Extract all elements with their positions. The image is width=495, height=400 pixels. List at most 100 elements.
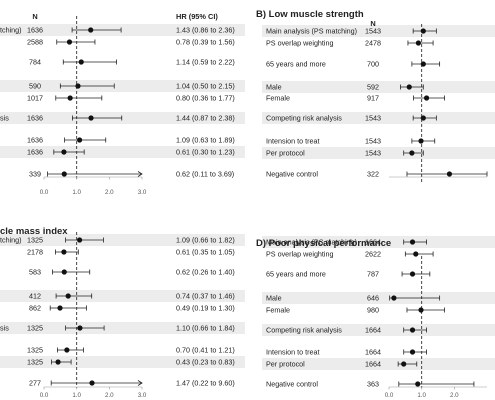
hr-point xyxy=(61,149,67,155)
row-n: 784 xyxy=(29,58,41,67)
hr-point xyxy=(61,269,67,275)
panel-title: D) Poor physical performance xyxy=(256,238,391,249)
row-n: 1636 xyxy=(27,26,43,35)
x-tick-label: 3.0 xyxy=(138,392,147,399)
hr-point xyxy=(446,171,453,177)
row-band xyxy=(262,292,495,304)
row-band xyxy=(0,146,245,158)
row-label: Intension to treat xyxy=(266,348,320,357)
hr-point xyxy=(77,237,83,243)
row-n: 2478 xyxy=(365,39,381,48)
row-n: 1636 xyxy=(27,148,43,157)
row-hr-text: 1.44 (0.87 to 2.38) xyxy=(176,114,235,123)
hr-point xyxy=(89,380,95,386)
row-n: 590 xyxy=(29,82,41,91)
hr-point xyxy=(57,305,63,311)
hr-point xyxy=(88,115,94,121)
row-n: 1636 xyxy=(27,136,43,145)
hr-point xyxy=(67,95,73,101)
row-band xyxy=(262,324,495,336)
row-band xyxy=(262,81,495,93)
row-n: 1543 xyxy=(365,137,381,146)
row-band xyxy=(0,322,245,334)
row-n: 322 xyxy=(367,170,379,179)
hr-point xyxy=(64,347,70,353)
row-hr-text: 0.70 (0.41 to 1.21) xyxy=(176,346,235,355)
hr-point xyxy=(391,295,397,301)
hr-point xyxy=(406,84,412,90)
row-band xyxy=(0,356,245,368)
row-n: 1664 xyxy=(365,360,381,369)
row-hr-text: 0.61 (0.30 to 1.23) xyxy=(176,148,235,157)
row-label: Per protocol xyxy=(266,360,305,369)
row-n: 862 xyxy=(29,304,41,313)
row-label: PS overlap weighting xyxy=(266,39,334,48)
hr-point xyxy=(418,138,424,144)
hr-point xyxy=(75,83,81,89)
row-n: 583 xyxy=(29,268,41,277)
row-label: tching) xyxy=(0,236,22,245)
row-label: sis xyxy=(0,114,9,123)
row-n: 1664 xyxy=(365,326,381,335)
row-n: 1543 xyxy=(365,27,381,36)
row-label: Male xyxy=(266,294,282,303)
row-n: 339 xyxy=(29,170,41,179)
hr-point xyxy=(420,61,426,67)
hr-point xyxy=(420,28,426,34)
row-label: Male xyxy=(266,83,282,92)
row-n: 2178 xyxy=(27,248,43,257)
row-label: Female xyxy=(266,94,290,103)
row-n: 1017 xyxy=(27,94,43,103)
row-hr-text: 1.09 (0.63 to 1.89) xyxy=(176,136,235,145)
row-n: 1325 xyxy=(27,358,43,367)
row-label: Main analysis (PS matching) xyxy=(266,238,357,247)
row-n: 2622 xyxy=(365,250,381,259)
x-tick-label: 0.0 xyxy=(385,392,394,399)
row-label: sis xyxy=(0,324,9,333)
row-n: 363 xyxy=(367,380,379,389)
row-n: 1325 xyxy=(27,346,43,355)
row-n: 277 xyxy=(29,379,41,388)
row-label: Per protocol xyxy=(266,149,305,158)
x-tick-label: 2.0 xyxy=(450,392,459,399)
x-tick-label: 1.0 xyxy=(72,392,81,399)
row-label: Negative control xyxy=(266,170,318,179)
x-tick-label: 1.0 xyxy=(72,189,81,196)
hr-point xyxy=(409,239,416,245)
hr-point xyxy=(409,349,416,355)
hr-point xyxy=(415,381,421,387)
row-n: 1325 xyxy=(27,236,43,245)
forest-panel-3: cle mass index 0.0 1.0 2.0 3.0 tching) 1325 1.0… xyxy=(0,226,245,399)
forest-panel-1: N HR (95% CI) 0.0 1.0 2.0 3.0 tching) 1636 1.43 … xyxy=(0,12,245,196)
row-hr-text: 0.74 (0.37 to 1.46) xyxy=(176,292,235,301)
panel-title: B) Low muscle strength xyxy=(256,9,364,20)
header-n: N xyxy=(370,19,375,28)
hr-point xyxy=(77,137,83,143)
row-band xyxy=(262,147,495,159)
row-n: 700 xyxy=(367,60,379,69)
row-hr-text: 1.04 (0.50 to 2.15) xyxy=(176,82,235,91)
forest-panel-2: B) Low muscle strength N Main analysis (PS… xyxy=(256,9,495,182)
row-label: Female xyxy=(266,306,290,315)
row-hr-text: 1.09 (0.66 to 1.82) xyxy=(176,236,235,245)
row-n: 2588 xyxy=(27,38,43,47)
hr-point xyxy=(55,359,61,365)
row-hr-text: 0.62 (0.26 to 1.40) xyxy=(176,268,235,277)
hr-point xyxy=(88,27,94,33)
row-band xyxy=(0,80,245,92)
hr-point xyxy=(65,293,71,299)
x-tick-label: 0.0 xyxy=(40,392,49,399)
row-label: PS overlap weighting xyxy=(266,250,334,259)
row-n: 980 xyxy=(367,306,379,315)
hr-point xyxy=(409,271,416,277)
hr-point xyxy=(415,40,421,46)
row-band xyxy=(262,25,495,37)
row-hr-text: 1.14 (0.59 to 2.22) xyxy=(176,58,235,67)
row-label: Competing risk analysis xyxy=(266,326,342,335)
row-label: Intension to treat xyxy=(266,137,320,146)
hr-point xyxy=(409,150,415,156)
row-hr-text: 0.43 (0.23 to 0.83) xyxy=(176,358,235,367)
hr-point xyxy=(66,39,73,45)
hr-point xyxy=(420,115,426,121)
x-tick-label: 0.0 xyxy=(40,189,49,196)
